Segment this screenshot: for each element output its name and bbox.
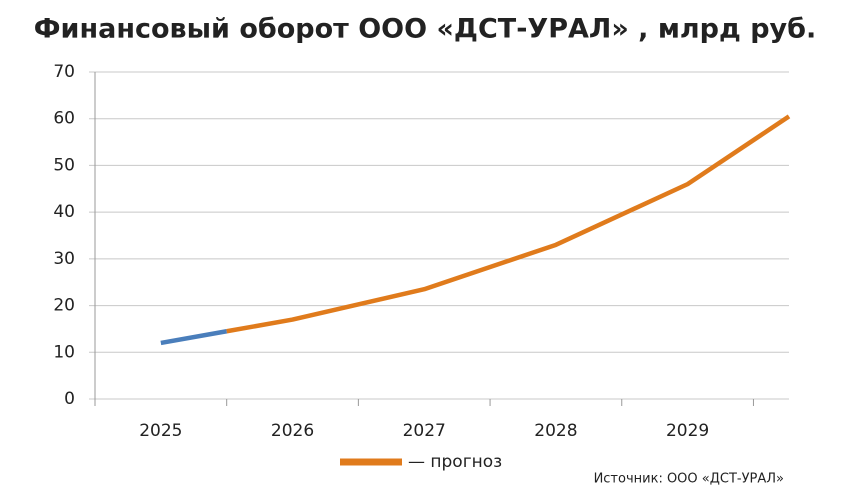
y-tick-label: 30	[53, 249, 75, 269]
line-series	[160, 329, 228, 346]
y-tick-label: 60	[53, 109, 75, 129]
x-tick-label: 2026	[271, 421, 314, 441]
line-series	[226, 114, 791, 334]
chart-title: Финансовый оборот ООО «ДСТ-УРАЛ» , млрд …	[34, 14, 817, 45]
y-tick-label: 70	[53, 62, 75, 82]
x-tick-label: 2029	[666, 421, 709, 441]
x-tick-label: 2028	[534, 421, 577, 441]
legend-label: — прогноз	[408, 452, 502, 472]
y-tick-label: 0	[64, 389, 75, 409]
y-tick-label: 50	[53, 155, 75, 175]
source: Источник: ООО «ДСТ-УРАЛ»	[594, 472, 784, 487]
x-tick-label: 2025	[139, 421, 182, 441]
y-tick-label: 20	[53, 296, 75, 316]
x-tick-label: 2027	[403, 421, 446, 441]
y-tick-label: 40	[53, 202, 75, 222]
y-tick-label: 10	[53, 342, 75, 362]
